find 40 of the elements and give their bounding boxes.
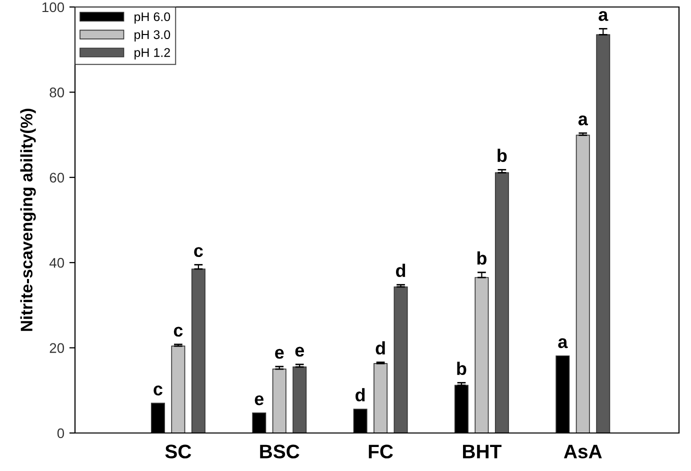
bar [576, 134, 590, 433]
x-tick-label: BHT [463, 444, 502, 458]
y-tick-label: 40 [49, 258, 64, 268]
data-label: a [578, 115, 588, 126]
y-tick-label: 20 [50, 343, 64, 353]
y-axis-title: Nitrite-scavenging ability(%) [20, 108, 36, 331]
data-label: c [194, 247, 203, 257]
bar [494, 172, 509, 433]
bar [394, 286, 408, 433]
x-tick-label: SC [165, 444, 192, 458]
y-tick-label: 0 [57, 428, 64, 438]
data-label: b [477, 251, 486, 265]
legend-label: pH 3.0 [134, 30, 170, 42]
y-tick-label: 100 [42, 2, 64, 12]
data-label: b [457, 362, 466, 375]
data-label: d [396, 264, 406, 278]
bar [374, 363, 388, 433]
data-label: a [558, 338, 568, 348]
y-tick-label: 80 [50, 88, 64, 98]
data-label: d [356, 388, 365, 402]
data-label: e [275, 348, 284, 359]
legend-label: pH 1.2 [134, 48, 170, 60]
bar [292, 366, 307, 433]
legend-label: pH 6.0 [134, 12, 170, 24]
bar [171, 346, 186, 433]
data-label: a [598, 11, 608, 21]
data-label: d [376, 341, 385, 355]
bar [191, 268, 206, 433]
x-tick-label: BSC [260, 444, 300, 458]
bar [272, 368, 286, 433]
x-tick-label: FC [368, 444, 393, 458]
data-label: c [174, 326, 183, 337]
data-label: c [154, 386, 162, 396]
data-label: b [498, 148, 507, 162]
data-label: e [295, 346, 304, 357]
bar [474, 277, 489, 433]
bar [596, 34, 610, 433]
x-tick-label: AsA [564, 444, 602, 458]
data-label: e [254, 395, 264, 406]
y-tick-label: 60 [50, 172, 64, 183]
